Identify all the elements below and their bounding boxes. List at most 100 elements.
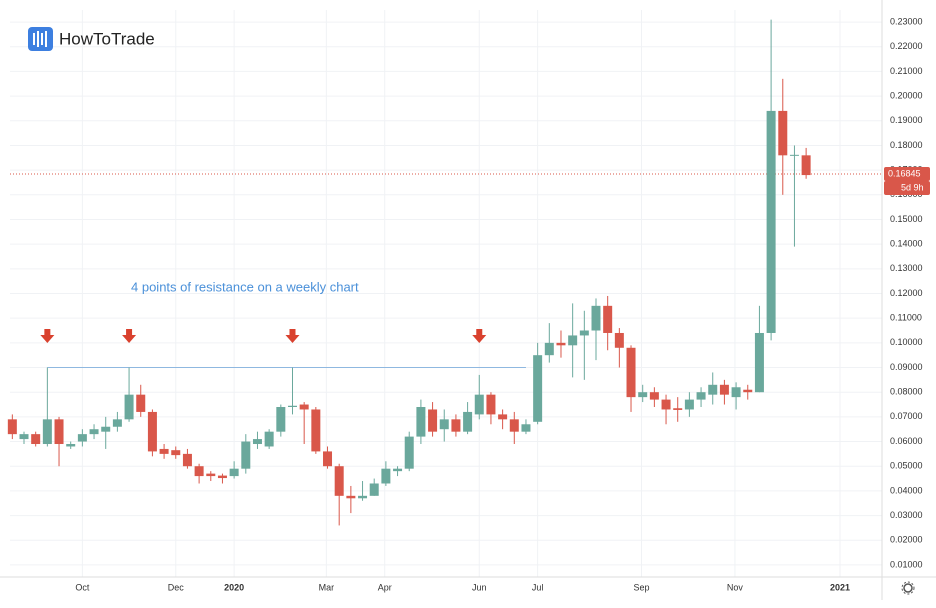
- candle-body: [684, 399, 694, 410]
- candle-body: [754, 332, 764, 393]
- y-tick-label: 0.18000: [890, 140, 923, 150]
- candle-body: [556, 342, 566, 346]
- candle-body: [299, 404, 309, 410]
- candle-body: [439, 419, 449, 430]
- y-tick-label: 0.21000: [890, 66, 923, 76]
- candle-body: [544, 342, 554, 356]
- arrow: [122, 329, 137, 343]
- y-tick-label: 0.10000: [890, 337, 923, 347]
- candle-body: [789, 154, 799, 156]
- logo-icon: [28, 27, 53, 51]
- x-tick-label: 2021: [830, 582, 850, 592]
- x-tick-label: Dec: [168, 582, 185, 592]
- candle-body: [381, 468, 391, 484]
- candle-body: [509, 419, 519, 432]
- candle-body: [486, 394, 496, 415]
- candle-body: [649, 392, 659, 400]
- candle-body: [194, 466, 204, 477]
- candle-body: [579, 330, 589, 336]
- y-tick-label: 0.01000: [890, 559, 923, 569]
- candle-body: [229, 468, 239, 477]
- candle-body: [369, 483, 379, 496]
- candle-body: [89, 429, 99, 435]
- candle-body: [638, 392, 648, 398]
- candle-body: [147, 411, 157, 452]
- candle-body: [66, 444, 76, 447]
- y-tick-label: 0.03000: [890, 510, 923, 520]
- candle-body: [521, 424, 531, 432]
- y-tick-label: 0.23000: [890, 16, 923, 26]
- candle-body: [428, 409, 438, 432]
- y-tick-label: 0.07000: [890, 411, 923, 421]
- candle-body: [416, 406, 426, 437]
- candle-body: [77, 434, 87, 442]
- y-tick-label: 0.11000: [890, 313, 922, 323]
- y-tick-label: 0.14000: [890, 239, 923, 249]
- logo: HowToTrade: [28, 27, 155, 51]
- x-tick-label: Sep: [634, 582, 650, 592]
- candle-body: [568, 335, 578, 346]
- candle-body: [31, 434, 41, 445]
- last-price-label: 0.16845: [888, 168, 921, 178]
- candle-body: [673, 408, 683, 410]
- y-tick-label: 0.15000: [890, 214, 923, 224]
- last-price-box: [884, 166, 930, 181]
- candle-body: [626, 347, 636, 398]
- y-tick-label: 0.08000: [890, 387, 923, 397]
- candle-body: [474, 394, 484, 415]
- candle-body: [766, 110, 776, 333]
- y-tick-label: 0.22000: [890, 41, 923, 51]
- candle-body: [743, 389, 753, 393]
- candle-body: [217, 475, 227, 479]
- candle-body: [463, 411, 473, 432]
- candle-body: [42, 419, 52, 445]
- candle-body: [276, 406, 286, 432]
- y-tick-label: 0.06000: [890, 436, 923, 446]
- candle-body: [451, 419, 461, 432]
- countdown-label: 5d 9h: [901, 182, 924, 192]
- candle-body: [346, 495, 356, 499]
- candle-body: [358, 495, 368, 499]
- candle-body: [696, 392, 706, 400]
- y-tick-label: 0.05000: [890, 461, 923, 471]
- candle-body: [533, 355, 543, 422]
- candle-body: [603, 305, 613, 333]
- y-tick-label: 0.09000: [890, 362, 923, 372]
- candle-body: [801, 155, 811, 176]
- candle-body: [731, 387, 741, 398]
- x-tick-label: Mar: [319, 582, 335, 592]
- candle-body: [136, 394, 146, 412]
- logo-text: HowToTrade: [59, 29, 155, 48]
- x-tick-label: Jun: [472, 582, 487, 592]
- y-tick-label: 0.02000: [890, 535, 923, 545]
- candle-body: [171, 450, 181, 456]
- candle-body: [7, 419, 17, 435]
- y-tick-label: 0.12000: [890, 288, 923, 298]
- candle-body: [19, 434, 29, 440]
- candle-body: [498, 414, 508, 420]
- candle-body: [661, 399, 671, 410]
- candle-body: [708, 384, 718, 395]
- candle-body: [206, 473, 216, 477]
- candle-body: [101, 426, 111, 432]
- y-tick-label: 0.20000: [890, 90, 923, 100]
- candle-body: [393, 468, 403, 472]
- arrow: [40, 329, 55, 343]
- settings-icon[interactable]: [901, 581, 915, 595]
- candle-body: [241, 441, 251, 469]
- countdown-box: [884, 180, 930, 195]
- candle-body: [323, 451, 333, 467]
- candle-body: [287, 405, 297, 407]
- x-tick-label: Oct: [75, 582, 90, 592]
- candle-body: [252, 439, 262, 445]
- candle-body: [591, 305, 601, 331]
- annotation: 4 points of resistance on a weekly chart: [131, 279, 359, 294]
- candle-body: [264, 431, 274, 447]
- candle-body: [404, 436, 414, 469]
- x-tick-label: Jul: [532, 582, 544, 592]
- x-tick-label: 2020: [224, 582, 244, 592]
- candle-body: [334, 466, 344, 496]
- candle-body: [778, 110, 788, 156]
